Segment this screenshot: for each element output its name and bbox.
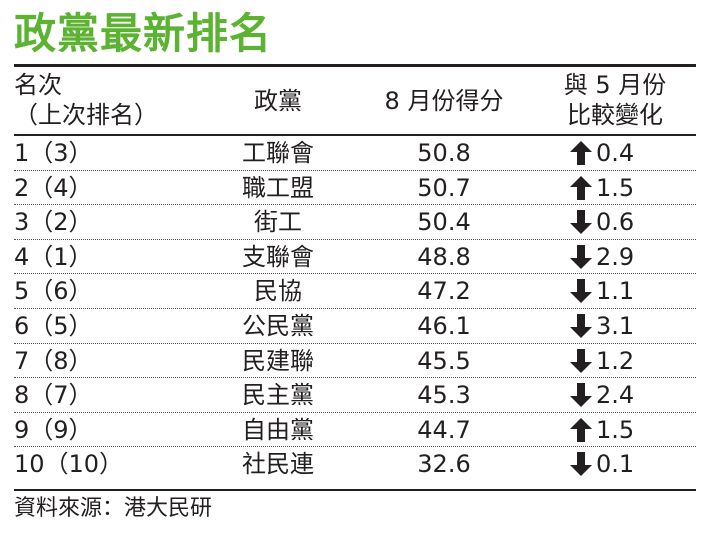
table-row: 8（7） 民主黨 45.3 2.4 — [14, 378, 696, 413]
header-party: 政黨 — [254, 87, 302, 115]
arrow-down-icon — [570, 348, 592, 373]
rank-cell: 5（6） — [14, 277, 93, 306]
party-cell: 民協 — [254, 277, 302, 306]
arrow-down-icon — [570, 382, 592, 408]
score-cell: 45.3 — [417, 381, 471, 410]
change-value: 0.4 — [596, 139, 635, 167]
header-change-line1: 與 5 月份 — [563, 71, 667, 99]
score-cell: 32.6 — [417, 450, 471, 479]
score-cell: 50.8 — [417, 139, 471, 167]
table-row: 10（10） 社民連 32.6 0.1 — [14, 447, 696, 482]
source-note: 資料來源：港大民研 — [14, 496, 213, 521]
change-cell: 1.1 — [570, 274, 690, 308]
arrow-up-icon — [570, 175, 592, 200]
rank-cell: 3（2） — [14, 208, 93, 237]
score-cell: 50.7 — [417, 173, 471, 202]
table-body: 1（3） 工聯會 50.8 0.4 2（4） 職工盟 50.7 1.5 3（2） 街工 50.4 0.… — [14, 136, 696, 482]
rank-cell: 8（7） — [14, 381, 93, 410]
arrow-down-icon — [570, 451, 592, 477]
change-value: 0.1 — [596, 450, 635, 479]
arrow-down-icon — [570, 244, 592, 269]
arrow-down-icon — [570, 209, 592, 235]
change-cell: 1.5 — [570, 171, 690, 205]
party-cell: 街工 — [254, 208, 302, 237]
rank-cell: 6（5） — [14, 311, 93, 340]
party-cell: 公民黨 — [242, 311, 314, 340]
change-cell: 2.9 — [570, 240, 690, 274]
change-value: 1.5 — [596, 173, 635, 202]
change-cell: 0.4 — [570, 136, 690, 170]
arrow-down-icon — [570, 278, 592, 304]
party-cell: 民建聯 — [242, 346, 314, 375]
title-divider — [14, 64, 696, 67]
party-cell: 支聯會 — [242, 242, 314, 271]
header-divider — [14, 134, 696, 136]
table-row: 4（1） 支聯會 48.8 2.9 — [14, 240, 696, 275]
party-cell: 工聯會 — [242, 139, 314, 167]
rank-cell: 2（4） — [14, 173, 93, 202]
header-rank: 名次 （上次排名） — [14, 70, 184, 132]
change-value: 1.5 — [596, 415, 635, 444]
rank-cell: 7（8） — [14, 346, 93, 375]
table-row: 3（2） 街工 50.4 0.6 — [14, 205, 696, 240]
change-cell: 3.1 — [570, 309, 690, 343]
header-rank-line1: 名次 — [14, 71, 62, 99]
rank-cell: 4（1） — [14, 242, 93, 271]
change-cell: 1.2 — [570, 344, 690, 378]
rank-cell: 9（9） — [14, 415, 93, 444]
header-change: 與 5 月份 比較變化 — [534, 70, 696, 132]
rank-cell: 10（10） — [14, 450, 124, 479]
change-cell: 0.1 — [570, 447, 690, 481]
arrow-down-icon — [570, 313, 592, 338]
table-header: 名次 （上次排名） 政黨 8 月份得分 與 5 月份 比較變化 — [14, 70, 696, 132]
score-cell: 48.8 — [417, 242, 471, 271]
table-row: 2（4） 職工盟 50.7 1.5 — [14, 171, 696, 206]
header-score: 8 月份得分 — [384, 87, 504, 115]
table-row: 5（6） 民協 47.2 1.1 — [14, 274, 696, 309]
header-change-line2: 比較變化 — [567, 101, 663, 129]
change-cell: 2.4 — [570, 378, 690, 412]
change-cell: 1.5 — [570, 413, 690, 447]
change-value: 3.1 — [596, 311, 635, 340]
score-cell: 45.5 — [417, 346, 471, 375]
table-title: 政黨最新排名 — [14, 9, 273, 58]
table-row: 9（9） 自由黨 44.7 1.5 — [14, 413, 696, 448]
party-cell: 社民連 — [242, 450, 314, 479]
header-rank-line2: （上次排名） — [14, 101, 158, 129]
score-cell: 46.1 — [417, 311, 471, 340]
change-value: 2.4 — [596, 381, 635, 410]
score-cell: 47.2 — [417, 277, 471, 306]
change-value: 0.6 — [596, 208, 635, 237]
table-bottom-divider — [14, 489, 696, 491]
arrow-up-icon — [570, 140, 592, 165]
score-cell: 50.4 — [417, 208, 471, 237]
change-value: 1.2 — [596, 346, 635, 375]
party-cell: 職工盟 — [242, 173, 314, 202]
table-row: 6（5） 公民黨 46.1 3.1 — [14, 309, 696, 344]
score-cell: 44.7 — [417, 415, 471, 444]
arrow-up-icon — [570, 417, 592, 442]
change-value: 2.9 — [596, 242, 635, 271]
change-value: 1.1 — [596, 277, 635, 306]
table-row: 7（8） 民建聯 45.5 1.2 — [14, 344, 696, 379]
rank-cell: 1（3） — [14, 139, 93, 167]
table-row: 1（3） 工聯會 50.8 0.4 — [14, 136, 696, 171]
party-cell: 自由黨 — [242, 415, 314, 444]
change-cell: 0.6 — [570, 205, 690, 239]
party-cell: 民主黨 — [242, 381, 314, 410]
